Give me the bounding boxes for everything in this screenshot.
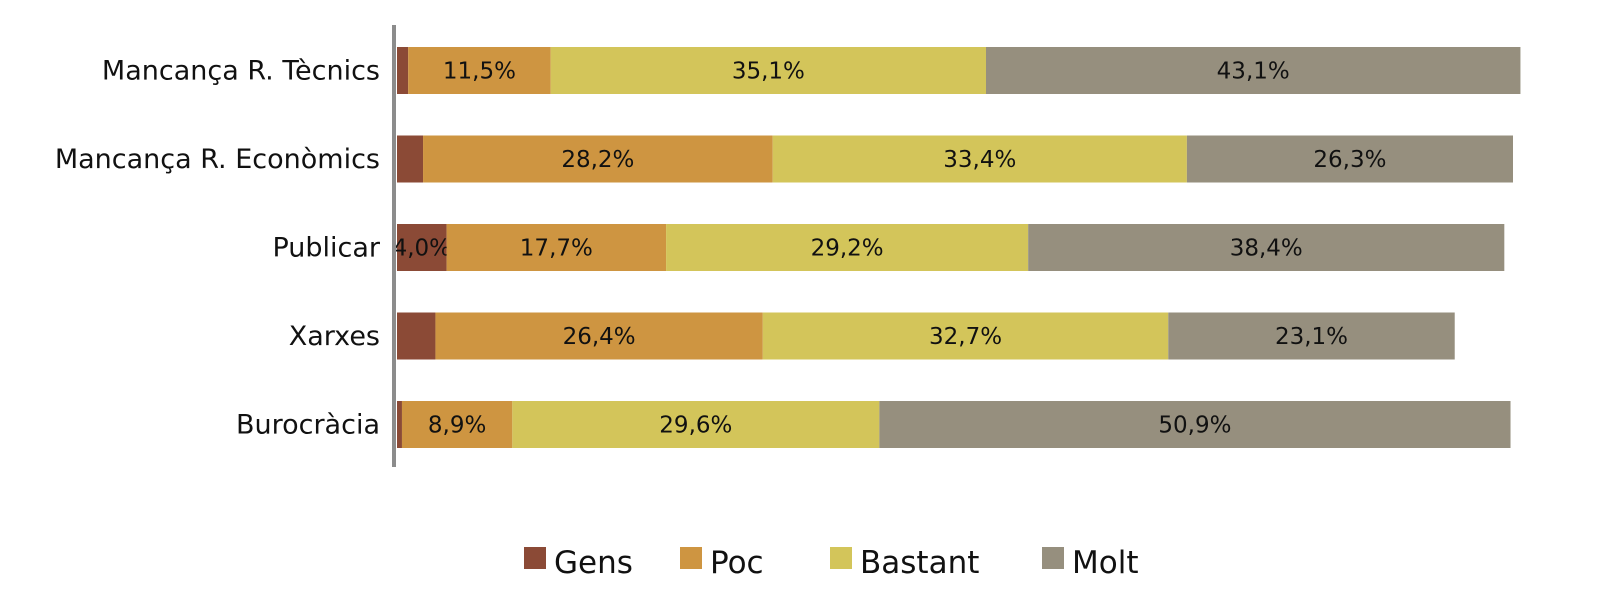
- legend-label: Bastant: [860, 545, 979, 581]
- legend-swatch-gens: [524, 547, 546, 569]
- data-label: 29,2%: [811, 236, 884, 262]
- bar-segment-bastant: [762, 312, 1169, 360]
- data-label: 4,0%: [393, 236, 451, 262]
- data-label: 33,4%: [943, 147, 1016, 173]
- bar-segment-gens: [397, 47, 409, 94]
- legend-swatch-bastant: [830, 547, 852, 569]
- bar-segment-bastant: [772, 135, 1187, 183]
- bar-segment-bastant: [550, 47, 986, 94]
- category-label: Mancança R. Econòmics: [55, 144, 380, 175]
- legend-label: Poc: [710, 545, 764, 581]
- data-label: 38,4%: [1230, 236, 1303, 262]
- bar-segment-poc: [408, 47, 551, 94]
- category-label: Xarxes: [289, 321, 380, 352]
- data-label: 11,5%: [443, 59, 516, 85]
- bars-group: 11,5% 35,1% 43,1% 28,2% 33,4% 26,3% 4,0% 17,7% 2…: [393, 47, 1521, 448]
- data-label: 28,2%: [561, 147, 634, 173]
- category-label: Burocràcia: [236, 410, 380, 441]
- legend-swatch-poc: [680, 547, 702, 569]
- bar-segment-bastant: [666, 224, 1029, 271]
- data-label: 26,3%: [1313, 147, 1386, 173]
- bar-segment-poc: [401, 401, 513, 448]
- legend: Gens Poc Bastant Molt: [524, 545, 1138, 581]
- bar-segment-molt: [1168, 312, 1455, 360]
- data-label: 29,6%: [659, 413, 732, 439]
- data-label: 43,1%: [1217, 59, 1290, 85]
- bar-segment-gens: [397, 312, 436, 360]
- data-label: 17,7%: [520, 236, 593, 262]
- legend-label: Molt: [1072, 545, 1138, 581]
- bar-segment-gens: [397, 224, 447, 271]
- bar-segment-molt: [986, 47, 1521, 94]
- bar-segment-poc: [435, 312, 763, 360]
- bar-segment-molt: [1028, 224, 1505, 271]
- data-label: 50,9%: [1158, 413, 1231, 439]
- category-labels: Mancança R. Tècnics Mancança R. Econòmics…: [55, 56, 381, 441]
- bar-segment-bastant: [512, 401, 880, 448]
- bar-segment-gens: [397, 135, 424, 183]
- category-label: Publicar: [272, 233, 380, 264]
- data-label: 32,7%: [929, 324, 1002, 350]
- data-label: 35,1%: [732, 59, 805, 85]
- bar-segment-poc: [423, 135, 773, 183]
- data-label: 26,4%: [563, 324, 636, 350]
- data-label: 23,1%: [1275, 324, 1348, 350]
- legend-label: Gens: [554, 545, 633, 581]
- category-label: Mancança R. Tècnics: [102, 56, 380, 87]
- legend-swatch-molt: [1042, 547, 1064, 569]
- bar-segment-molt: [1186, 135, 1513, 183]
- bar-segment-poc: [446, 224, 667, 271]
- bar-segment-molt: [879, 401, 1511, 448]
- data-label: 8,9%: [428, 413, 486, 439]
- bar-segment-gens: [397, 401, 402, 448]
